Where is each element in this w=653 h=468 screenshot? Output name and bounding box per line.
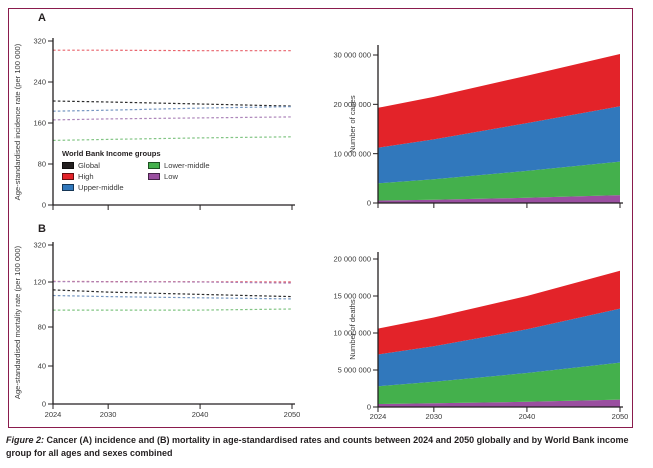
legend-swatch-global bbox=[62, 162, 74, 169]
legend-swatch-upper-middle bbox=[62, 184, 74, 191]
legend: World Bank Income groups Global High Upper… bbox=[62, 149, 234, 193]
legend-title: World Bank Income groups bbox=[62, 149, 161, 158]
caption-label: Figure 2: bbox=[6, 435, 45, 445]
legend-swatch-high bbox=[62, 173, 74, 180]
legend-label: Global bbox=[78, 161, 100, 170]
legend-swatch-lower-middle bbox=[148, 162, 160, 169]
legend-item-high: High bbox=[62, 171, 148, 182]
legend-label: Low bbox=[164, 172, 178, 181]
legend-item-lower-middle: Lower-middle bbox=[148, 160, 234, 171]
legend-item-global: Global bbox=[62, 160, 148, 171]
legend-items: Global High Upper-middle Lower-middle Low bbox=[62, 160, 234, 193]
legend-swatch-low bbox=[148, 173, 160, 180]
figure-frame bbox=[8, 8, 633, 428]
y-axis-label-cases: Number of cases bbox=[348, 95, 357, 153]
caption-text: Cancer (A) incidence and (B) mortality i… bbox=[6, 435, 629, 458]
y-axis-label-incidence: Age-standardised incidence rate (per 100… bbox=[13, 43, 22, 201]
panel-b-label: B bbox=[38, 223, 46, 235]
legend-label: Lower-middle bbox=[164, 161, 210, 170]
legend-label: High bbox=[78, 172, 94, 181]
legend-item-upper-middle: Upper-middle bbox=[62, 182, 148, 193]
y-axis-label-deaths: Number of deaths bbox=[348, 299, 357, 360]
figure-caption: Figure 2: Cancer (A) incidence and (B) m… bbox=[6, 434, 649, 459]
y-axis-label-mortality: Age-standardised mortality rate (per 100… bbox=[13, 245, 22, 400]
panel-a-label: A bbox=[38, 12, 46, 24]
legend-item-low: Low bbox=[148, 171, 234, 182]
legend-label: Upper-middle bbox=[78, 183, 124, 192]
